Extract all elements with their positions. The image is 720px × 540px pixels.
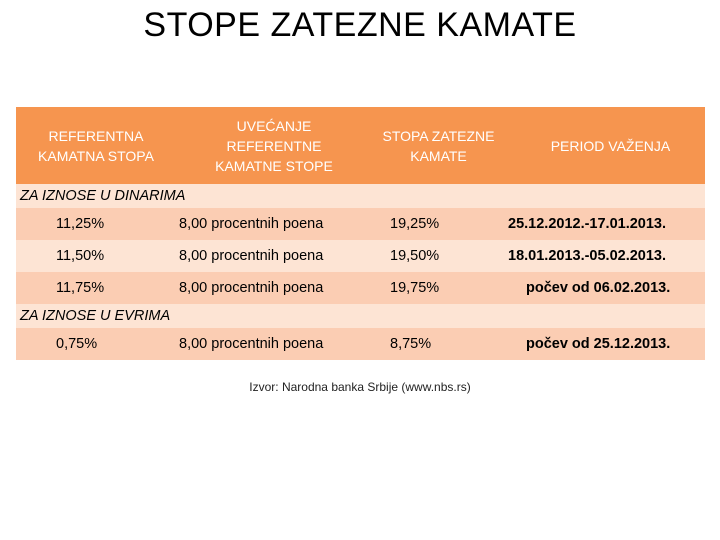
header-uvecanje-referentne-stope: UVEĆANJE REFERENTNE KAMATNE STOPE: [215, 117, 333, 174]
header-stopa-zatezne-kamate: STOPA ZATEZNE KAMATE: [382, 127, 495, 164]
ref-rate-cell: 11,75%: [56, 280, 105, 296]
increase-cell: 8,00 procentnih poena: [179, 336, 324, 352]
penalty-rate-cell: 8,75%: [390, 336, 432, 352]
table-row: 11,50% 8,00 procentnih poena 19,50% 18.0…: [16, 240, 705, 272]
section-label-dinari: ZA IZNOSE U DINARIMA: [16, 184, 705, 208]
source-note: Izvor: Narodna banka Srbije (www.nbs.rs): [249, 380, 471, 394]
header-referentna-kamatna-stopa: REFERENTNA KAMATNA STOPA: [38, 127, 154, 164]
page-title: STOPE ZATEZNE KAMATE: [143, 6, 577, 44]
ref-rate-cell: 0,75%: [56, 336, 98, 352]
period-cell: počev od 25.12.2013.: [526, 336, 671, 352]
penalty-rate-cell: 19,75%: [390, 280, 440, 296]
ref-rate-cell: 11,50%: [56, 248, 105, 264]
increase-cell: 8,00 procentnih poena: [179, 248, 324, 264]
period-cell: 18.01.2013.-05.02.2013.: [508, 248, 667, 264]
section-label-evri: ZA IZNOSE U EVRIMA: [16, 304, 705, 328]
penalty-rate-cell: 19,50%: [390, 248, 440, 264]
period-cell: 25.12.2012.-17.01.2013.: [508, 216, 667, 232]
ref-rate-cell: 11,25%: [56, 216, 105, 232]
table-header: REFERENTNA KAMATNA STOPA UVEĆANJE REFERE…: [16, 107, 705, 184]
table-row: 0,75% 8,00 procentnih poena 8,75% počev …: [16, 328, 705, 360]
period-cell: počev od 06.02.2013.: [526, 280, 671, 296]
increase-cell: 8,00 procentnih poena: [179, 216, 324, 232]
penalty-rate-cell: 19,25%: [390, 216, 440, 232]
table-row: 11,75% 8,00 procentnih poena 19,75% poče…: [16, 272, 705, 304]
header-period-vazenja: PERIOD VAŽENJA: [550, 137, 671, 154]
increase-cell: 8,00 procentnih poena: [179, 280, 324, 296]
table-row: 11,25% 8,00 procentnih poena 19,25% 25.1…: [16, 208, 705, 240]
